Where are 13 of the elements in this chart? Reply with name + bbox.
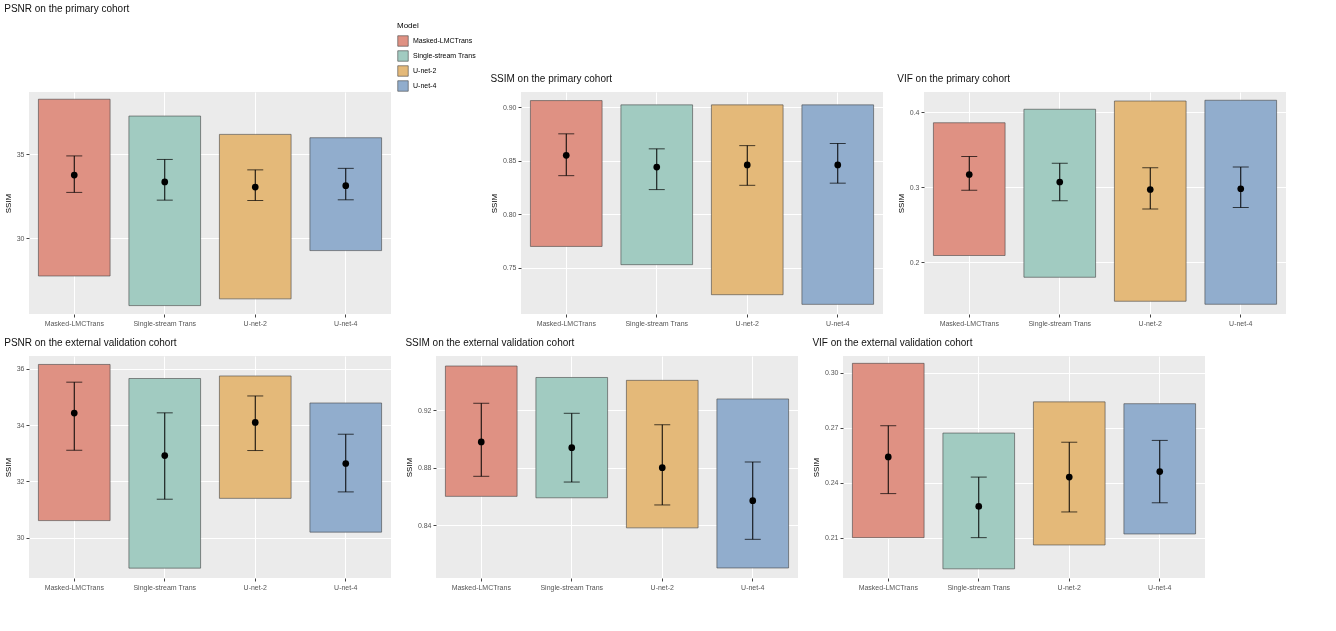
y-axis-title: SSIM	[896, 193, 906, 214]
y-axis-title: SSIM	[3, 457, 13, 478]
chart-title: VIF on the primary cohort	[897, 73, 1011, 84]
y-axis-title: SSIM	[404, 457, 414, 478]
y-axis-title: SSIM	[3, 193, 13, 214]
y-axis-title: SSIM	[489, 193, 499, 214]
chart-title: VIF on the external validation cohort	[812, 337, 973, 348]
chart-title: SSIM on the external validation cohort	[405, 337, 575, 348]
y-axis-title: SSIM	[811, 457, 821, 478]
legend-title: Model	[397, 21, 420, 30]
chart-title: SSIM on the primary cohort	[490, 73, 613, 84]
chart-title: PSNR on the primary cohort	[4, 3, 130, 14]
chart-title: PSNR on the external validation cohort	[4, 337, 177, 348]
